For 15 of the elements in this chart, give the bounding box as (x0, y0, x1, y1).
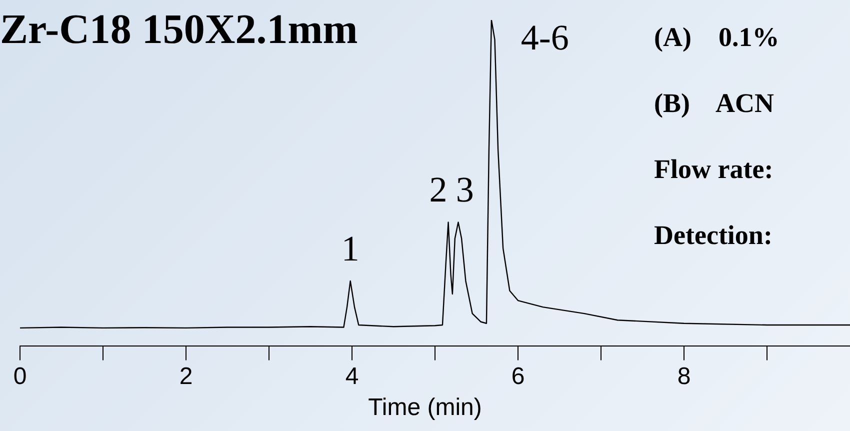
annotation: 1 (341, 228, 360, 268)
annotation: (A) 0.1% (654, 22, 780, 54)
annotation: 4-6 (520, 17, 569, 58)
annotation: 2 (429, 170, 448, 210)
annotation: Flow rate: (654, 154, 774, 186)
chart-title: Zr-C18 150X2.1mm (0, 6, 358, 54)
annotation: (B) ACN (654, 88, 775, 120)
x-tick-label: 8 (677, 363, 691, 390)
x-tick-label: 6 (511, 363, 525, 390)
annotation: 3 (456, 170, 474, 210)
x-tick-label: 0 (13, 363, 27, 390)
annotation: Detection: (654, 220, 774, 252)
x-axis-title: Time (min) (367, 394, 483, 422)
x-tick-label: 2 (179, 363, 193, 390)
x-tick-label: 4 (345, 363, 359, 390)
